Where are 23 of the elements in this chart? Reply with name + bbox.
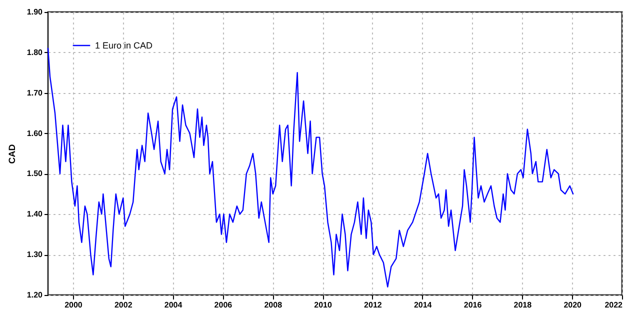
y-tick-label: 1.40	[26, 210, 44, 219]
x-tick-label: 2022	[604, 300, 624, 310]
x-tick-label: 2020	[564, 300, 582, 310]
x-tick-label: 2000	[64, 300, 83, 310]
x-tick-label: 2002	[114, 300, 133, 310]
x-tick-label: 2012	[364, 300, 382, 310]
line-series	[47, 48, 574, 288]
x-tick-label: 2006	[214, 300, 233, 310]
x-tick-label: 2010	[314, 300, 332, 310]
x-tick-label: 2014	[414, 300, 432, 310]
x-tick-label: 2016	[464, 300, 482, 310]
y-axis-title: CAD	[6, 144, 17, 164]
y-tick-label: 1.30	[26, 250, 44, 260]
y-tick-label: 1.70	[26, 88, 44, 98]
x-tick-label: 2008	[264, 300, 283, 310]
x-tick-label: 2018	[514, 300, 532, 310]
legend-label: 1 Euro in CAD	[95, 40, 154, 50]
y-tick-label: 1.50	[26, 169, 44, 178]
x-tick-label: 2004	[164, 300, 183, 310]
y-tick-label: 1.20	[26, 290, 44, 300]
y-tick-label: 1.60	[26, 128, 44, 138]
y-tick-label: 1.80	[26, 48, 44, 57]
y-tick-label: 1.90	[26, 8, 44, 16]
